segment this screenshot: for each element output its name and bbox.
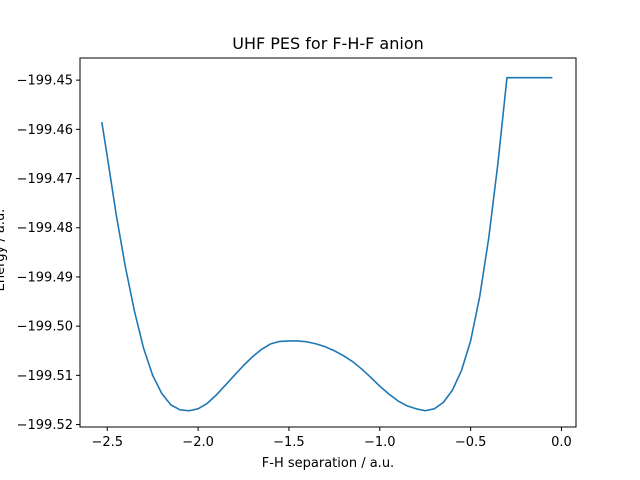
x-tick-label: −2.5 <box>91 435 123 450</box>
x-tick-label: −0.5 <box>455 435 487 450</box>
chart-title: UHF PES for F-H-F anion <box>232 34 424 53</box>
x-tick-label: −1.5 <box>273 435 305 450</box>
x-tick-label: 0.0 <box>551 435 572 450</box>
y-tick-label: −199.48 <box>17 221 73 236</box>
x-tick-label: −1.0 <box>364 435 396 450</box>
x-tick-label: −2.0 <box>182 435 214 450</box>
y-tick-label: −199.49 <box>17 270 73 285</box>
y-axis: −199.52 −199.51 −199.50 −199.49 −199.48 −199.… <box>17 74 80 433</box>
x-axis-label: F-H separation / a.u. <box>262 456 394 471</box>
y-tick-label: −199.47 <box>17 172 73 187</box>
y-axis-label: Energy / a.u. <box>0 209 8 292</box>
y-tick-label: −199.51 <box>17 369 73 384</box>
y-tick-label: −199.50 <box>17 320 73 335</box>
plot-area <box>79 57 577 428</box>
y-tick-label: −199.46 <box>17 123 73 138</box>
axes-frame <box>79 57 577 428</box>
x-axis: −2.5 −2.0 −1.5 −1.0 −0.5 0.0 <box>91 427 572 450</box>
y-tick-label: −199.52 <box>17 418 73 433</box>
y-tick-label: −199.45 <box>17 74 73 89</box>
series-line-0 <box>101 76 553 412</box>
